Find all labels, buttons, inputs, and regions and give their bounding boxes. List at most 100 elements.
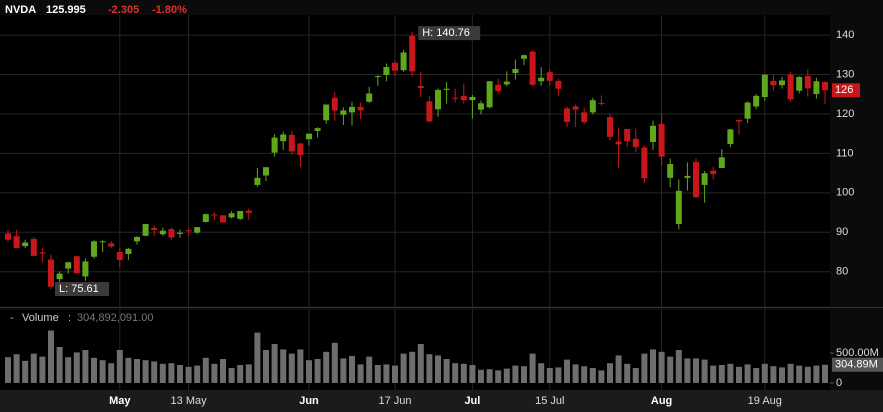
candle-body	[804, 76, 811, 89]
volume-bar	[546, 368, 553, 383]
candle-body	[125, 248, 132, 254]
volume-tag-label: 304.89M	[835, 359, 878, 371]
candle-body	[495, 84, 502, 92]
volume-bar	[460, 363, 467, 383]
volume-bar	[263, 350, 269, 383]
candle-body	[185, 230, 192, 232]
volume-bar	[779, 367, 785, 383]
candle-body	[91, 241, 97, 257]
volume-bar	[151, 361, 158, 383]
volume-bar	[538, 363, 545, 383]
candle-body	[151, 227, 158, 230]
low-label-box	[55, 282, 109, 297]
candle-body	[297, 143, 304, 155]
symbol: NVDA	[5, 4, 36, 16]
volume-bar	[607, 363, 613, 383]
candle-body	[30, 238, 37, 256]
y-tick-label: 100	[836, 187, 854, 199]
y-tick-label: 90	[836, 226, 848, 238]
candle-body	[228, 213, 235, 218]
candle-body	[314, 128, 321, 131]
candle-body	[323, 104, 330, 121]
candle-body	[435, 89, 441, 110]
volume-bar	[73, 352, 80, 383]
volume-bar	[125, 357, 132, 383]
candle-body	[761, 74, 768, 98]
candle-body	[796, 76, 803, 91]
candle-body	[349, 106, 355, 113]
volume-bar	[99, 360, 106, 383]
volume-bar	[443, 359, 450, 383]
volume-bar	[22, 360, 29, 383]
change: -2.305	[108, 4, 139, 16]
volume-bar	[220, 359, 226, 383]
volume-bar	[435, 355, 441, 383]
candle-body	[56, 273, 63, 280]
volume-bar	[417, 344, 424, 383]
volume-bar	[555, 367, 562, 383]
high-label: H: 140.76	[422, 27, 470, 39]
candle-body	[624, 128, 631, 142]
candle-body	[142, 223, 149, 236]
volume-bar	[116, 350, 123, 383]
candle-body	[108, 243, 115, 247]
candle-body	[529, 51, 536, 85]
volume-bar	[323, 351, 330, 383]
candle-body	[263, 167, 269, 176]
volume-bar	[478, 369, 484, 383]
volume-bar	[383, 364, 390, 383]
volume-bar	[727, 363, 734, 383]
candle-body	[116, 251, 123, 260]
x-tick-label: 13 May	[171, 395, 208, 407]
volume-bar	[13, 354, 20, 383]
volume-bar	[211, 363, 218, 383]
volume-bar	[288, 353, 295, 383]
candle-body	[564, 108, 570, 122]
volume-bar	[254, 332, 261, 383]
candle-body	[753, 95, 760, 107]
candle-body	[13, 236, 20, 249]
volume-bar	[340, 358, 347, 383]
candle-body	[718, 157, 725, 168]
volume-bar	[512, 365, 519, 383]
candle-body	[779, 80, 785, 86]
volume-bar	[615, 355, 622, 383]
volume-bar	[374, 365, 381, 383]
candle-body	[469, 97, 476, 101]
last-price-label: 126	[835, 84, 853, 96]
candle-body	[813, 81, 820, 95]
volume-bar	[744, 364, 751, 383]
candle-body	[710, 170, 717, 175]
candle-body	[48, 259, 54, 287]
candle-body	[443, 88, 450, 90]
volume-bar	[521, 366, 527, 383]
volume-bar	[56, 347, 63, 383]
y-tick-label: 120	[836, 108, 854, 120]
candle-body	[383, 67, 390, 75]
volume-bar	[813, 365, 820, 383]
candle-body	[254, 177, 261, 185]
y-tick-label: 110	[836, 147, 854, 159]
x-tick-label: Jun	[299, 395, 319, 407]
candle-body	[211, 214, 218, 216]
volume-bar	[48, 330, 54, 383]
y-tick-label: 80	[836, 266, 848, 278]
volume-bar	[753, 368, 760, 383]
volume-bar	[710, 365, 717, 383]
volume-bar	[718, 365, 725, 383]
candle-body	[693, 162, 699, 198]
candle-body	[684, 175, 691, 178]
volume-bar	[331, 342, 338, 383]
volume-bar	[770, 366, 777, 383]
candle-body	[727, 129, 734, 144]
x-tick-label: 15 Jul	[535, 395, 564, 407]
candle-body	[288, 134, 295, 152]
low-label: L: 75.61	[59, 283, 99, 295]
volume-bar	[237, 365, 244, 383]
x-tick-label: Jul	[464, 395, 480, 407]
volume-bar	[82, 350, 89, 383]
volume-bar	[202, 357, 209, 383]
candle-body	[392, 62, 398, 71]
